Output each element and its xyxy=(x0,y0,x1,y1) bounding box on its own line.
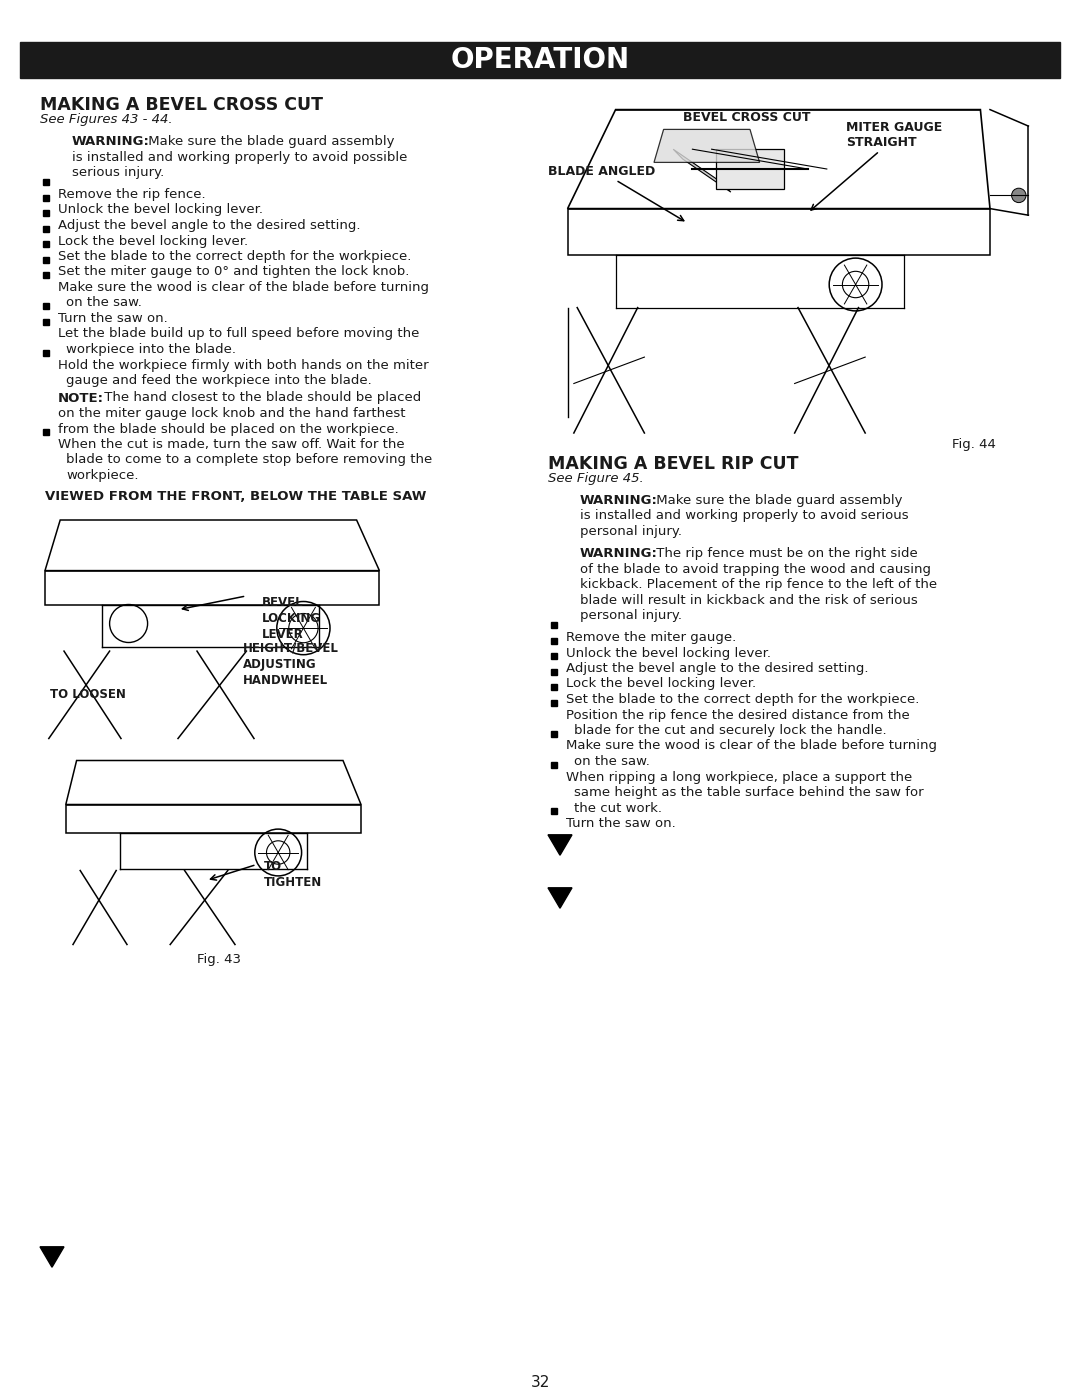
Text: workpiece.: workpiece. xyxy=(66,469,138,482)
Text: on the saw.: on the saw. xyxy=(66,296,141,310)
Text: Set the miter gauge to 0° and tighten the lock knob.: Set the miter gauge to 0° and tighten th… xyxy=(58,265,409,278)
Bar xyxy=(43,429,49,434)
Bar xyxy=(551,622,557,629)
Text: from the blade should be placed on the workpiece.: from the blade should be placed on the w… xyxy=(58,422,399,436)
Text: See Figure 45.: See Figure 45. xyxy=(548,472,644,485)
Bar xyxy=(43,349,49,355)
Text: kickback. Placement of the rip fence to the left of the: kickback. Placement of the rip fence to … xyxy=(580,578,937,591)
Text: Unlock the bevel locking lever.: Unlock the bevel locking lever. xyxy=(566,647,771,659)
Bar xyxy=(551,807,557,814)
Bar xyxy=(551,637,557,644)
Text: Remove the miter gauge.: Remove the miter gauge. xyxy=(566,631,737,644)
Text: BEVEL
LOCKING
LEVER: BEVEL LOCKING LEVER xyxy=(261,597,321,641)
Bar xyxy=(43,194,49,201)
Text: TO LOOSEN: TO LOOSEN xyxy=(50,687,126,701)
Text: serious injury.: serious injury. xyxy=(72,166,164,179)
Text: When the cut is made, turn the saw off. Wait for the: When the cut is made, turn the saw off. … xyxy=(58,439,405,451)
Bar xyxy=(43,225,49,232)
Text: Fig. 43: Fig. 43 xyxy=(197,954,241,967)
Polygon shape xyxy=(548,888,572,908)
Text: blade will result in kickback and the risk of serious: blade will result in kickback and the ri… xyxy=(580,594,918,606)
Text: workpiece into the blade.: workpiece into the blade. xyxy=(66,344,237,356)
Text: BEVEL CROSS CUT: BEVEL CROSS CUT xyxy=(683,110,810,124)
Text: the cut work.: the cut work. xyxy=(573,802,662,814)
Text: Fig. 44: Fig. 44 xyxy=(951,439,996,451)
Text: HEIGHT/BEVEL
ADJUSTING
HANDWHEEL: HEIGHT/BEVEL ADJUSTING HANDWHEEL xyxy=(243,641,338,687)
Polygon shape xyxy=(40,1246,64,1267)
Text: The hand closest to the blade should be placed: The hand closest to the blade should be … xyxy=(100,391,421,405)
Bar xyxy=(43,242,49,247)
Text: gauge and feed the workpiece into the blade.: gauge and feed the workpiece into the bl… xyxy=(66,374,372,387)
Text: Turn the saw on.: Turn the saw on. xyxy=(58,312,167,326)
Bar xyxy=(43,257,49,263)
Text: same height as the table surface behind the saw for: same height as the table surface behind … xyxy=(573,787,923,799)
Text: Let the blade build up to full speed before moving the: Let the blade build up to full speed bef… xyxy=(58,327,419,341)
Text: personal injury.: personal injury. xyxy=(580,525,681,538)
Text: Make sure the wood is clear of the blade before turning: Make sure the wood is clear of the blade… xyxy=(566,739,937,753)
Text: Position the rip fence the desired distance from the: Position the rip fence the desired dista… xyxy=(566,708,909,721)
Bar xyxy=(551,685,557,690)
Text: Make sure the wood is clear of the blade before turning: Make sure the wood is clear of the blade… xyxy=(58,281,429,293)
Text: is installed and working properly to avoid serious: is installed and working properly to avo… xyxy=(580,510,908,522)
Text: Adjust the bevel angle to the desired setting.: Adjust the bevel angle to the desired se… xyxy=(566,662,868,675)
Bar xyxy=(43,210,49,217)
Text: blade for the cut and securely lock the handle.: blade for the cut and securely lock the … xyxy=(573,724,887,738)
Text: Set the blade to the correct depth for the workpiece.: Set the blade to the correct depth for t… xyxy=(566,693,919,705)
Text: Make sure the blade guard assembly: Make sure the blade guard assembly xyxy=(144,136,394,148)
Text: WARNING:: WARNING: xyxy=(580,548,658,560)
Text: MAKING A BEVEL CROSS CUT: MAKING A BEVEL CROSS CUT xyxy=(40,96,323,115)
Text: TO
TIGHTEN: TO TIGHTEN xyxy=(264,861,322,890)
Text: is installed and working properly to avoid possible: is installed and working properly to avo… xyxy=(72,151,407,163)
Bar xyxy=(551,761,557,767)
Polygon shape xyxy=(673,149,731,193)
Text: See Figures 43 - 44.: See Figures 43 - 44. xyxy=(40,113,173,126)
Text: 32: 32 xyxy=(530,1375,550,1390)
Bar xyxy=(551,731,557,736)
Text: Hold the workpiece firmly with both hands on the miter: Hold the workpiece firmly with both hand… xyxy=(58,359,429,372)
Bar xyxy=(551,700,557,705)
Bar xyxy=(43,179,49,184)
Bar xyxy=(716,149,784,189)
Text: NOTE:: NOTE: xyxy=(58,391,104,405)
Text: Unlock the bevel locking lever.: Unlock the bevel locking lever. xyxy=(58,204,264,217)
Text: OPERATION: OPERATION xyxy=(450,46,630,74)
Text: BLADE ANGLED: BLADE ANGLED xyxy=(549,165,656,177)
Text: The rip fence must be on the right side: The rip fence must be on the right side xyxy=(652,548,918,560)
Bar xyxy=(21,42,1059,78)
Text: MAKING A BEVEL RIP CUT: MAKING A BEVEL RIP CUT xyxy=(548,455,798,474)
Text: VIEWED FROM THE FRONT, BELOW THE TABLE SAW: VIEWED FROM THE FRONT, BELOW THE TABLE S… xyxy=(45,490,427,503)
Text: Make sure the blade guard assembly: Make sure the blade guard assembly xyxy=(652,495,903,507)
Text: !: ! xyxy=(557,497,563,507)
Text: on the saw.: on the saw. xyxy=(573,754,650,768)
Text: !: ! xyxy=(50,138,55,148)
Bar xyxy=(551,652,557,659)
Text: personal injury.: personal injury. xyxy=(580,609,681,622)
Bar xyxy=(43,303,49,309)
Text: !: ! xyxy=(557,550,563,560)
Bar xyxy=(43,319,49,324)
Text: WARNING:: WARNING: xyxy=(580,495,658,507)
Text: Lock the bevel locking lever.: Lock the bevel locking lever. xyxy=(566,678,756,690)
Text: of the blade to avoid trapping the wood and causing: of the blade to avoid trapping the wood … xyxy=(580,563,931,576)
Circle shape xyxy=(1012,189,1026,203)
Text: Adjust the bevel angle to the desired setting.: Adjust the bevel angle to the desired se… xyxy=(58,219,361,232)
Text: blade to come to a complete stop before removing the: blade to come to a complete stop before … xyxy=(66,454,432,467)
Text: Set the blade to the correct depth for the workpiece.: Set the blade to the correct depth for t… xyxy=(58,250,411,263)
Bar xyxy=(551,669,557,675)
Text: Remove the rip fence.: Remove the rip fence. xyxy=(58,189,205,201)
Text: Turn the saw on.: Turn the saw on. xyxy=(566,817,676,830)
Text: WARNING:: WARNING: xyxy=(72,136,150,148)
Text: MITER GAUGE
STRAIGHT: MITER GAUGE STRAIGHT xyxy=(846,122,942,149)
Text: on the miter gauge lock knob and the hand farthest: on the miter gauge lock knob and the han… xyxy=(58,407,405,420)
Polygon shape xyxy=(548,835,572,855)
Text: Lock the bevel locking lever.: Lock the bevel locking lever. xyxy=(58,235,248,247)
Polygon shape xyxy=(654,130,759,162)
Text: When ripping a long workpiece, place a support the: When ripping a long workpiece, place a s… xyxy=(566,771,913,784)
Bar xyxy=(43,272,49,278)
